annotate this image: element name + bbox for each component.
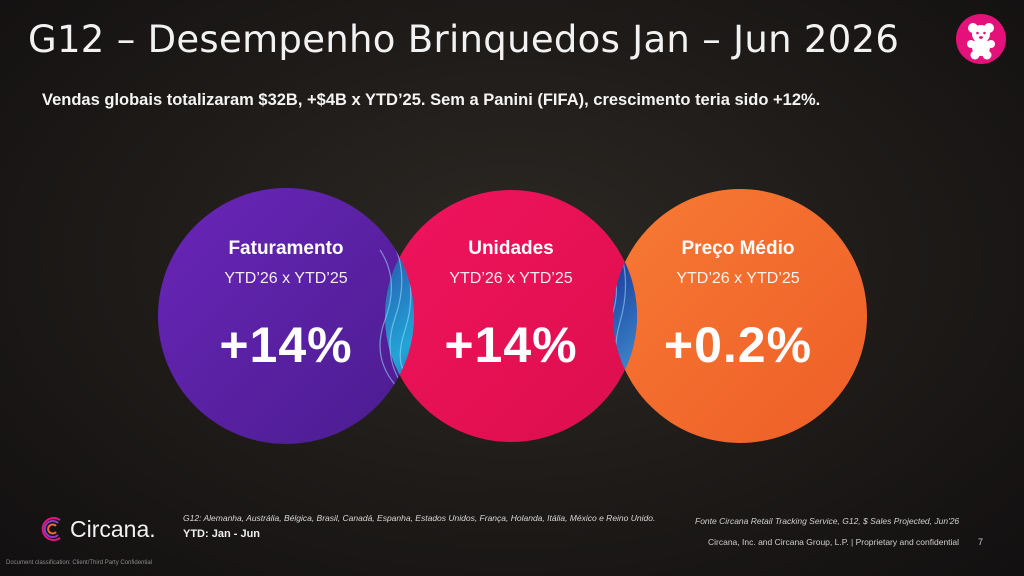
legal-note: Circana, Inc. and Circana Group, L.P. | … [708,537,960,547]
preco-medio-period: YTD’26 x YTD’25 [676,270,800,287]
source-note: Fonte Circana Retail Tracking Service, G… [695,516,960,526]
faturamento-circle [158,188,414,444]
preco-medio-value: +0.2% [663,317,813,373]
unidades-value: +14% [444,317,578,373]
unidades-circle [385,190,637,442]
unidades-block: Unidades YTD’26 x YTD’25 +14% [401,238,621,374]
faturamento-label: Faturamento [228,238,344,259]
countries-footnote: G12: Alemanha, Austrália, Bélgica, Brasi… [183,513,656,523]
confidential-note: Document classification: Client/Third Pa… [6,560,153,566]
preco-medio-circle [613,189,867,443]
faturamento-period: YTD’26 x YTD’25 [224,270,348,287]
teddy-bear-icon [956,14,1006,64]
brand-name: Circana. [70,515,156,542]
unidades-period: YTD’26 x YTD’25 [449,270,573,287]
circana-mark-icon [41,517,61,541]
page-number: 7 [978,537,984,547]
faturamento-block: Faturamento YTD’26 x YTD’25 +14% [176,238,396,374]
unidades-label: Unidades [468,238,554,259]
ytd-note: YTD: Jan - Jun [183,528,261,540]
preco-medio-label: Preço Médio [681,238,795,259]
circana-logo: Circana. [40,514,156,544]
page-subtitle: Vendas globais totalizaram $32B, +$4B x … [42,91,821,109]
preco-medio-block: Preço Médio YTD’26 x YTD’25 +0.2% [628,238,848,374]
faturamento-value: +14% [219,317,353,373]
page-title: G12 – Desempenho Brinquedos Jan – Jun 20… [28,18,900,61]
